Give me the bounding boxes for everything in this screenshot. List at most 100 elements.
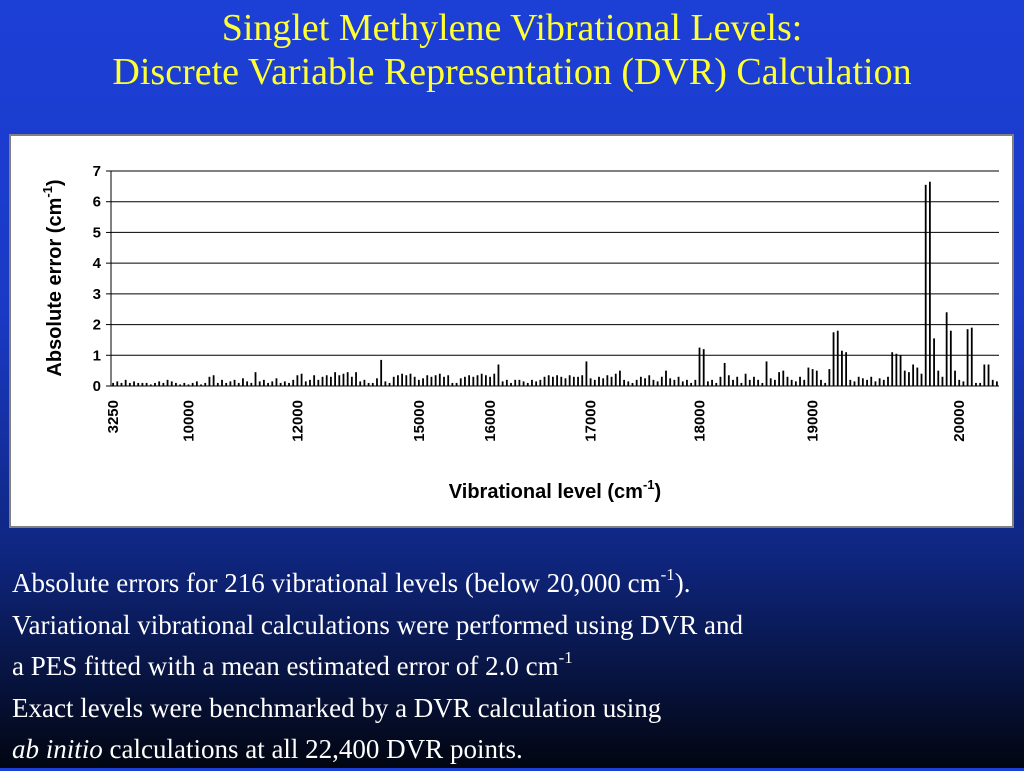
bar bbox=[158, 381, 161, 386]
bar bbox=[526, 382, 529, 386]
bar bbox=[497, 364, 500, 386]
bar bbox=[669, 378, 672, 386]
title-line-1: Singlet Methylene Vibrational Levels: bbox=[221, 7, 803, 49]
bar bbox=[489, 376, 491, 386]
y-tick-label: 1 bbox=[93, 347, 101, 364]
bar bbox=[841, 350, 843, 386]
bar bbox=[970, 327, 973, 386]
bar bbox=[983, 364, 986, 386]
bar bbox=[954, 370, 956, 386]
bar bbox=[677, 376, 680, 386]
y-axis-label: Absolute error (cm-1) bbox=[40, 179, 66, 376]
bar bbox=[849, 379, 852, 386]
bar bbox=[882, 379, 885, 386]
bar bbox=[740, 382, 743, 386]
bar bbox=[175, 382, 177, 386]
bar bbox=[438, 373, 441, 386]
bar bbox=[715, 382, 718, 386]
bar bbox=[958, 379, 961, 386]
bar bbox=[857, 376, 860, 386]
bar bbox=[401, 373, 404, 386]
bar bbox=[371, 382, 374, 386]
bar bbox=[246, 381, 249, 386]
bar bbox=[271, 381, 274, 386]
y-tick-label: 3 bbox=[93, 286, 101, 303]
caption: Absolute errors for 216 vibrational leve… bbox=[12, 563, 1012, 771]
bar bbox=[254, 372, 257, 386]
bar bbox=[216, 382, 219, 386]
bar bbox=[514, 379, 517, 386]
bar bbox=[602, 378, 605, 386]
chart-panel: 0 1 2 3 4 5 6 7 3250 10000 12000 15000 16000 17000 180… bbox=[9, 134, 1014, 528]
bar bbox=[309, 379, 311, 386]
bar bbox=[170, 381, 173, 386]
bar bbox=[937, 370, 940, 386]
bar bbox=[225, 382, 228, 386]
bar bbox=[233, 379, 236, 386]
bar bbox=[761, 382, 764, 386]
bar bbox=[288, 382, 290, 386]
bar bbox=[552, 376, 554, 386]
bar bbox=[924, 184, 927, 386]
bar bbox=[417, 379, 420, 386]
bar bbox=[702, 349, 705, 386]
x-tick-label: 18000 bbox=[692, 400, 709, 442]
caption-line-1-text: Absolute errors for 216 vibrational leve… bbox=[12, 568, 661, 598]
bar bbox=[765, 361, 768, 386]
bar bbox=[790, 379, 793, 386]
bar bbox=[732, 379, 734, 386]
y-tick-label: 6 bbox=[93, 194, 101, 211]
error-bar-chart: 0 1 2 3 4 5 6 7 3250 10000 12000 15000 16000 17000 180… bbox=[40, 163, 999, 503]
bar bbox=[430, 376, 433, 386]
bar bbox=[610, 376, 613, 386]
bar bbox=[422, 378, 424, 386]
caption-line-5-rest: calculations at all 22,400 DVR points. bbox=[102, 734, 523, 764]
bar bbox=[522, 381, 525, 386]
x-tick-label: 20000 bbox=[951, 400, 968, 442]
bar bbox=[887, 376, 889, 386]
bar bbox=[468, 375, 471, 386]
bar bbox=[451, 382, 454, 386]
y-tick-label: 0 bbox=[93, 378, 101, 395]
x-tick-label: 10000 bbox=[180, 400, 197, 442]
bar bbox=[476, 375, 479, 386]
bar bbox=[698, 347, 701, 386]
bar bbox=[920, 373, 923, 386]
y-tick-label: 2 bbox=[93, 317, 101, 334]
bar bbox=[346, 372, 349, 386]
bar bbox=[480, 373, 483, 386]
slide-title: Singlet Methylene Vibrational Levels: Di… bbox=[0, 6, 1024, 94]
bar bbox=[778, 372, 780, 386]
bar bbox=[572, 376, 575, 386]
bar bbox=[769, 378, 772, 386]
bar bbox=[447, 375, 450, 386]
bar bbox=[891, 352, 894, 386]
bar bbox=[744, 373, 747, 386]
bar bbox=[258, 381, 261, 386]
bar bbox=[292, 379, 295, 386]
bar bbox=[484, 375, 487, 386]
bar bbox=[149, 384, 152, 386]
bar bbox=[518, 379, 521, 386]
bar bbox=[912, 364, 915, 386]
bar bbox=[782, 370, 785, 386]
bar bbox=[409, 373, 412, 386]
bar bbox=[434, 375, 437, 386]
bar bbox=[237, 382, 240, 386]
caption-line-3-text: a PES fitted with a mean estimated error… bbox=[12, 651, 559, 681]
bar bbox=[727, 375, 730, 386]
bar bbox=[690, 382, 693, 386]
bar bbox=[384, 381, 387, 386]
bar bbox=[832, 332, 835, 386]
bar bbox=[317, 379, 320, 386]
bar bbox=[397, 375, 399, 386]
bar bbox=[137, 382, 140, 386]
bar bbox=[313, 375, 316, 386]
bar bbox=[820, 379, 822, 386]
bar bbox=[966, 329, 969, 386]
bar bbox=[639, 376, 642, 386]
bar bbox=[908, 372, 910, 386]
bar bbox=[673, 379, 676, 386]
bar bbox=[459, 378, 462, 386]
caption-line-1-end: ). bbox=[674, 568, 691, 598]
